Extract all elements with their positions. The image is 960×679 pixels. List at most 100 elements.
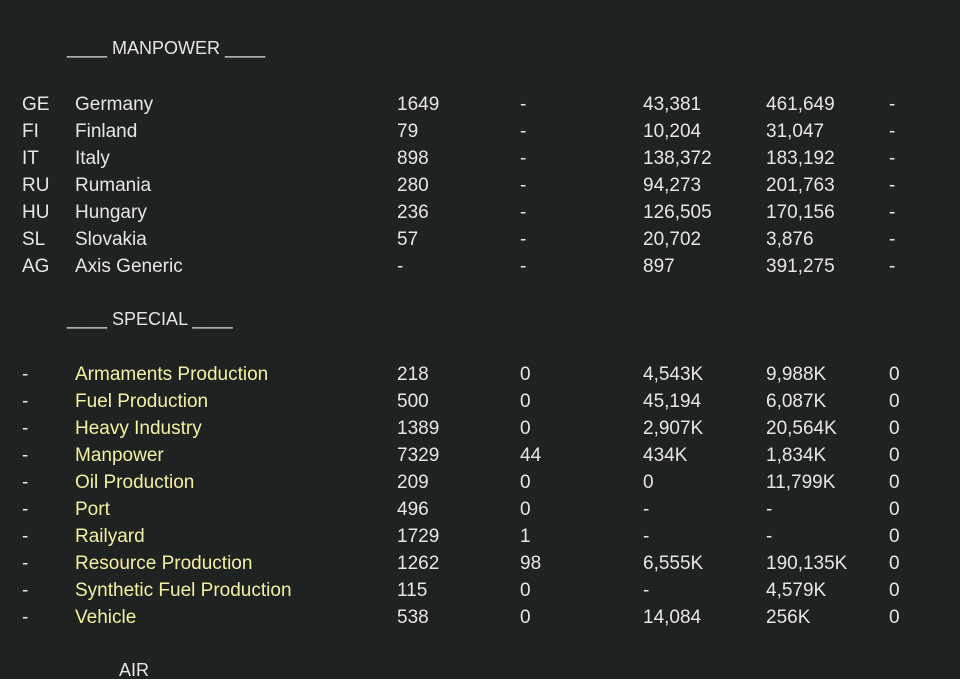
manpower-cell-count: 57 [397,229,419,250]
special-cell-count: 218 [397,364,429,385]
manpower-cell-count: 79 [397,121,419,142]
manpower-cell-value-3: 170,156 [766,202,835,223]
manpower-row: RU Rumania 280 - 94,273 201,763 - [0,172,960,199]
manpower-row: IT Italy 898 - 138,372 183,192 - [0,145,960,172]
special-cell-value-3: - [766,499,773,520]
special-cell-code: - [22,364,29,385]
manpower-cell-value-1: - [520,121,527,142]
special-cell-count: 1262 [397,553,440,574]
special-row: - Armaments Production 218 0 4,543K 9,988K 0 [0,361,960,388]
manpower-cell-name: Rumania [75,175,152,196]
manpower-cell-value-2: 10,204 [643,121,702,142]
manpower-row: SL Slovakia 57 - 20,702 3,876 - [0,226,960,253]
special-row: - Vehicle 538 0 14,084 256K 0 [0,604,960,631]
manpower-cell-count: - [397,256,404,277]
manpower-cell-value-4: - [889,94,896,115]
manpower-cell-count: 280 [397,175,429,196]
special-cell-value-3: 1,834K [766,445,827,466]
special-cell-value-1: 0 [520,391,531,412]
manpower-cell-code: HU [22,202,50,223]
special-cell-value-3: 6,087K [766,391,827,412]
special-cell-value-2: 4,543K [643,364,704,385]
manpower-cell-value-2: 138,372 [643,148,712,169]
special-cell-value-2: 0 [643,472,654,493]
special-cell-value-3: 190,135K [766,553,848,574]
special-cell-value-4: 0 [889,607,900,628]
special-row: - Manpower 7329 44 434K 1,834K 0 [0,442,960,469]
special-cell-value-4: 0 [889,526,900,547]
special-cell-value-3: - [766,526,773,547]
special-row: - Port 496 0 - - 0 [0,496,960,523]
special-cell-value-4: 0 [889,364,900,385]
special-cell-value-2: 45,194 [643,391,702,412]
special-cell-value-4: 0 [889,472,900,493]
special-cell-count: 1729 [397,526,440,547]
special-cell-code: - [22,472,29,493]
special-cell-value-3: 4,579K [766,580,827,601]
manpower-cell-value-3: 31,047 [766,121,825,142]
special-cell-count: 209 [397,472,429,493]
manpower-cell-code: SL [22,229,46,250]
manpower-row: FI Finland 79 - 10,204 31,047 - [0,118,960,145]
manpower-row: HU Hungary 236 - 126,505 170,156 - [0,199,960,226]
special-cell-value-2: 6,555K [643,553,704,574]
special-cell-code: - [22,445,29,466]
manpower-cell-value-4: - [889,229,896,250]
special-cell-value-4: 0 [889,391,900,412]
special-cell-name: Resource Production [75,553,253,574]
manpower-cell-count: 1649 [397,94,440,115]
manpower-cell-value-4: - [889,202,896,223]
manpower-cell-name: Hungary [75,202,147,223]
special-cell-code: - [22,418,29,439]
manpower-cell-code: GE [22,94,50,115]
manpower-cell-value-2: 43,381 [643,94,702,115]
special-cell-name: Railyard [75,526,145,547]
manpower-cell-code: RU [22,175,50,196]
manpower-cell-value-1: - [520,94,527,115]
special-cell-count: 7329 [397,445,440,466]
air-section-header: AIR [119,660,150,679]
special-cell-value-2: - [643,580,650,601]
special-cell-value-1: 98 [520,553,542,574]
special-cell-value-2: 434K [643,445,688,466]
special-cell-value-2: - [643,499,650,520]
special-cell-value-3: 256K [766,607,811,628]
special-cell-code: - [22,499,29,520]
manpower-cell-name: Finland [75,121,138,142]
special-cell-name: Synthetic Fuel Production [75,580,292,601]
manpower-cell-count: 898 [397,148,429,169]
special-cell-name: Oil Production [75,472,195,493]
special-cell-code: - [22,526,29,547]
special-cell-value-2: - [643,526,650,547]
manpower-cell-value-4: - [889,175,896,196]
manpower-cell-value-4: - [889,256,896,277]
manpower-cell-count: 236 [397,202,429,223]
manpower-cell-value-3: 461,649 [766,94,835,115]
special-cell-name: Fuel Production [75,391,209,412]
special-cell-name: Armaments Production [75,364,269,385]
special-row: - Fuel Production 500 0 45,194 6,087K 0 [0,388,960,415]
special-cell-value-1: 1 [520,526,531,547]
manpower-cell-value-3: 201,763 [766,175,835,196]
special-cell-name: Vehicle [75,607,137,628]
manpower-cell-value-2: 94,273 [643,175,702,196]
special-cell-value-1: 0 [520,580,531,601]
special-cell-value-4: 0 [889,580,900,601]
manpower-cell-value-3: 183,192 [766,148,835,169]
manpower-cell-value-1: - [520,175,527,196]
special-cell-value-1: 0 [520,418,531,439]
special-cell-value-3: 9,988K [766,364,827,385]
special-cell-value-4: 0 [889,445,900,466]
manpower-cell-value-2: 897 [643,256,675,277]
manpower-cell-value-1: - [520,256,527,277]
manpower-row: AG Axis Generic - - 897 391,275 - [0,253,960,280]
special-cell-code: - [22,607,29,628]
special-cell-count: 115 [397,580,428,601]
special-row: - Oil Production 209 0 0 11,799K 0 [0,469,960,496]
manpower-cell-code: AG [22,256,50,277]
manpower-cell-code: FI [22,121,39,142]
special-cell-value-4: 0 [889,418,900,439]
manpower-cell-value-3: 3,876 [766,229,814,250]
special-cell-value-1: 0 [520,499,531,520]
special-cell-count: 538 [397,607,429,628]
